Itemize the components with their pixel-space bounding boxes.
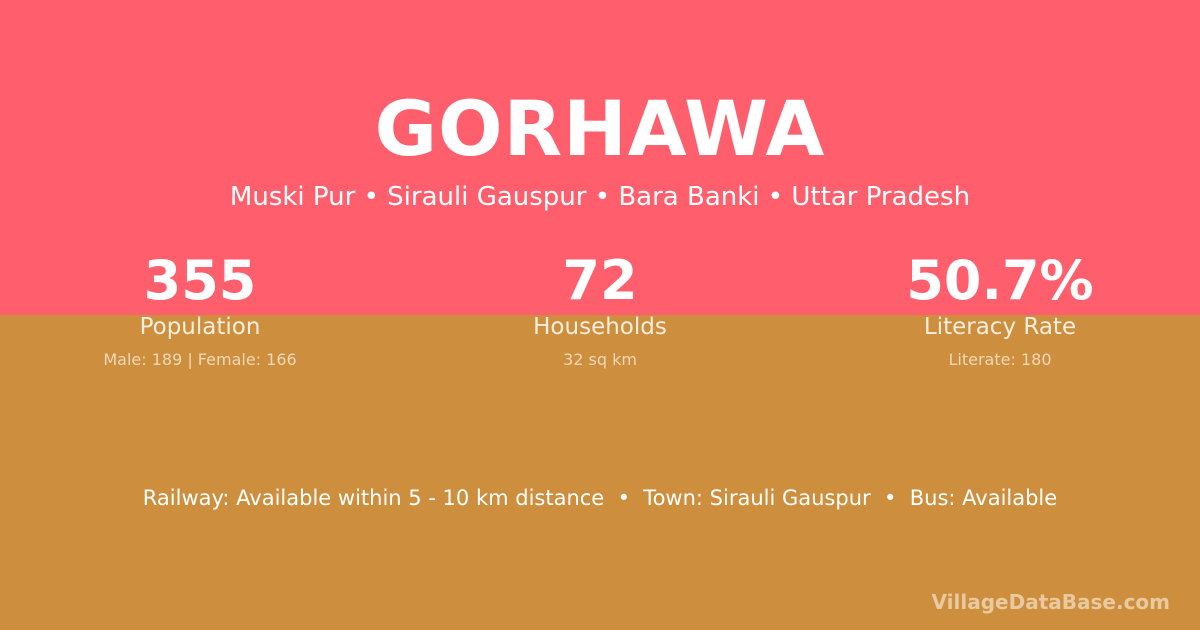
stat-label: Literacy Rate: [923, 314, 1077, 340]
stat-households: 72 Households 32 sq km: [400, 249, 800, 370]
connectivity-info: Railway: Available within 5 - 10 km dist…: [142, 486, 1058, 510]
stat-label: Population: [139, 314, 261, 340]
stat-literacy: 50.7% Literacy Rate Literate: 180: [800, 249, 1200, 370]
stat-value: 50.7%: [906, 249, 1094, 312]
stat-detail: 32 sq km: [563, 350, 637, 369]
location-breadcrumb: Muski Pur • Sirauli Gauspur • Bara Banki…: [229, 182, 971, 212]
footer-band: [0, 315, 1200, 630]
header-band: [0, 0, 1200, 315]
village-name: GORHAWA: [374, 84, 826, 173]
stat-population: 355 Population Male: 189 | Female: 166: [0, 249, 400, 370]
stat-label: Households: [533, 314, 667, 340]
brand-logo: VillageDataBase.com: [931, 590, 1170, 614]
stat-detail: Literate: 180: [948, 350, 1052, 369]
stat-detail: Male: 189 | Female: 166: [103, 350, 297, 369]
stat-value: 72: [562, 249, 638, 312]
stat-value: 355: [143, 249, 257, 312]
